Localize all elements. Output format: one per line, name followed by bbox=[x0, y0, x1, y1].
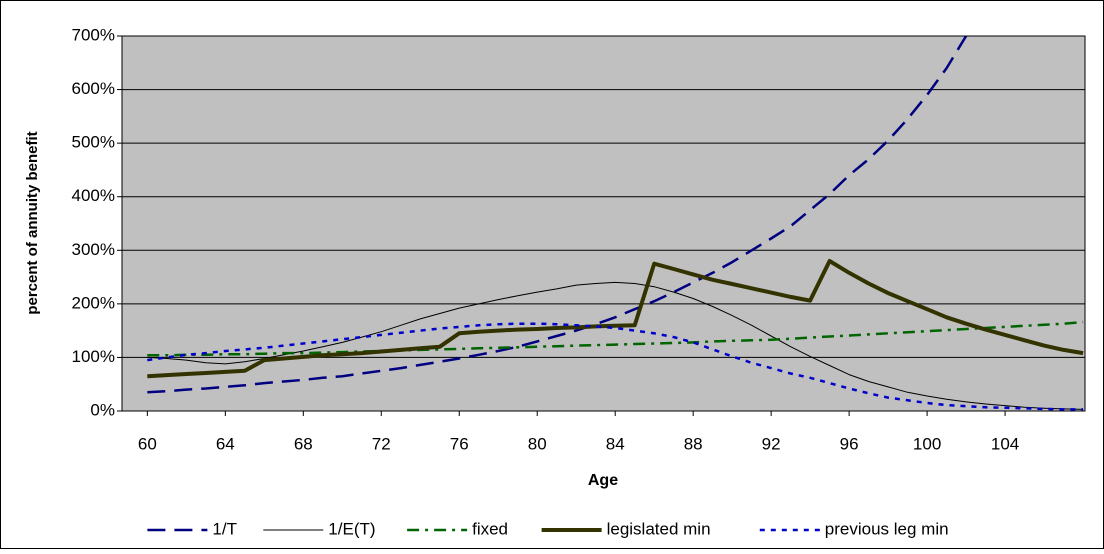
y-tick-label: 700% bbox=[72, 25, 115, 44]
series-group bbox=[147, 36, 1084, 411]
x-tick-label: 84 bbox=[606, 434, 625, 453]
y-axis-title: percent of annuity benefit bbox=[24, 131, 41, 314]
legend-label: previous leg min bbox=[825, 519, 949, 538]
y-tick-label: 300% bbox=[72, 240, 115, 259]
legend-label: legislated min bbox=[607, 519, 711, 538]
series-line bbox=[147, 259, 1084, 379]
x-tick-label: 60 bbox=[138, 434, 157, 453]
legend-label: 1/E(T) bbox=[328, 519, 375, 538]
x-tick-label: 72 bbox=[372, 434, 391, 453]
plot-border bbox=[121, 35, 1086, 412]
series-line bbox=[147, 36, 968, 394]
legend: 1/T 1/E(T) fixed legislated min previous leg… bbox=[147, 519, 949, 538]
y-tick-label: 400% bbox=[72, 186, 115, 205]
x-tick-label: 100 bbox=[913, 434, 941, 453]
x-axis-title: Age bbox=[588, 472, 618, 489]
y-tick-label: 600% bbox=[72, 79, 115, 98]
x-tick-label: 68 bbox=[294, 434, 313, 453]
series-line bbox=[147, 320, 1084, 357]
legend-label: fixed bbox=[472, 519, 508, 538]
y-tick-label: 100% bbox=[72, 347, 115, 366]
plot-area bbox=[122, 36, 1085, 411]
y-tick-label: 0% bbox=[90, 400, 115, 419]
x-tick-label: 88 bbox=[684, 434, 703, 453]
y-tick-label: 500% bbox=[72, 133, 115, 152]
x-tick-label: 64 bbox=[216, 434, 235, 453]
x-tick-label: 80 bbox=[528, 434, 547, 453]
x-tick-label: 104 bbox=[991, 434, 1019, 453]
x-tick-label: 96 bbox=[840, 434, 859, 453]
legend-label: 1/T bbox=[212, 519, 237, 538]
y-tick-label: 200% bbox=[72, 293, 115, 312]
x-tick-label: 76 bbox=[450, 434, 469, 453]
series-line bbox=[147, 281, 1084, 410]
series-line bbox=[147, 322, 1084, 411]
x-tick-label: 92 bbox=[762, 434, 781, 453]
